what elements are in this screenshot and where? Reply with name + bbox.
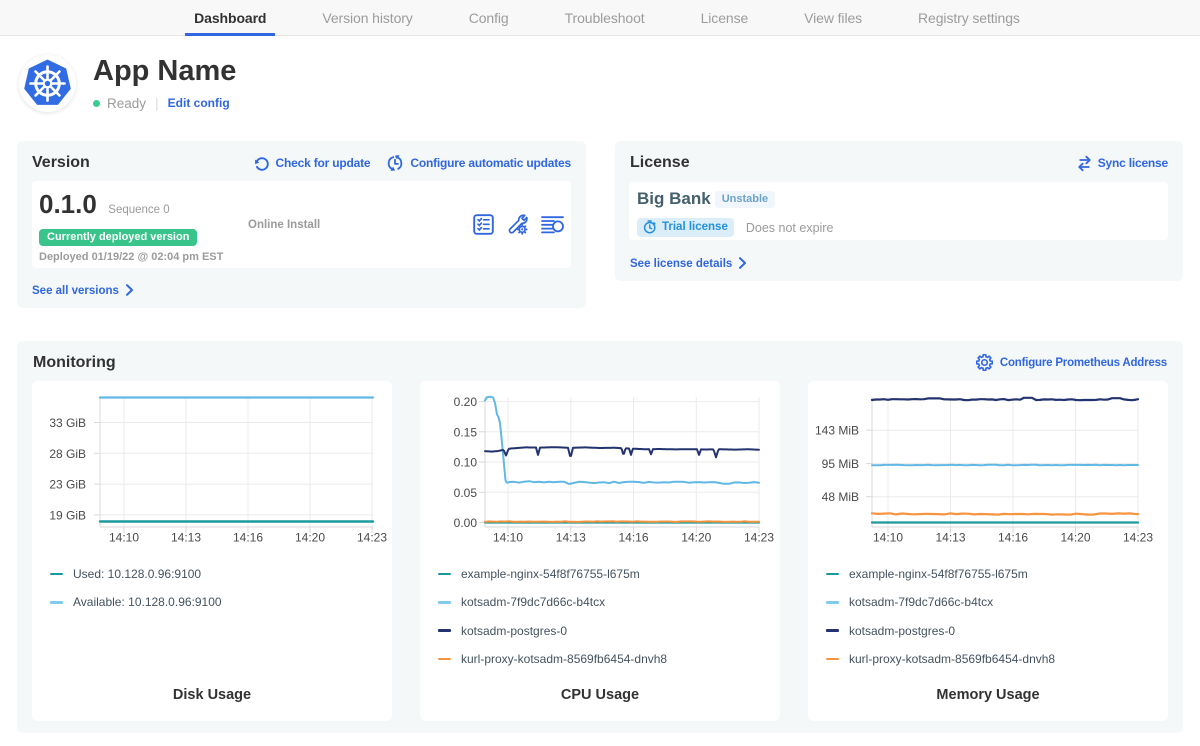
svg-text:14:13: 14:13 bbox=[935, 531, 965, 545]
svg-text:14:10: 14:10 bbox=[109, 531, 139, 545]
svg-text:0.05: 0.05 bbox=[454, 486, 478, 500]
svg-text:14:23: 14:23 bbox=[357, 531, 387, 545]
svg-text:14:20: 14:20 bbox=[295, 531, 325, 545]
svg-text:14:13: 14:13 bbox=[171, 531, 201, 545]
svg-text:14:23: 14:23 bbox=[744, 531, 774, 545]
svg-text:19 GiB: 19 GiB bbox=[49, 508, 86, 522]
svg-text:0.00: 0.00 bbox=[454, 516, 478, 530]
svg-text:14:16: 14:16 bbox=[998, 531, 1028, 545]
svg-text:143 MiB: 143 MiB bbox=[815, 424, 859, 438]
svg-text:14:16: 14:16 bbox=[618, 531, 648, 545]
svg-text:28 GiB: 28 GiB bbox=[49, 447, 86, 461]
svg-text:0.10: 0.10 bbox=[454, 456, 478, 470]
svg-text:14:16: 14:16 bbox=[233, 531, 263, 545]
svg-text:0.20: 0.20 bbox=[454, 395, 478, 409]
svg-text:14:10: 14:10 bbox=[493, 531, 523, 545]
svg-text:14:10: 14:10 bbox=[873, 531, 903, 545]
svg-text:14:13: 14:13 bbox=[556, 531, 586, 545]
svg-text:23 GiB: 23 GiB bbox=[49, 478, 86, 492]
svg-text:14:20: 14:20 bbox=[1060, 531, 1090, 545]
svg-text:14:20: 14:20 bbox=[681, 531, 711, 545]
svg-text:14:23: 14:23 bbox=[1123, 531, 1153, 545]
svg-text:0.15: 0.15 bbox=[454, 425, 478, 439]
svg-text:33 GiB: 33 GiB bbox=[49, 416, 86, 430]
svg-text:48 MiB: 48 MiB bbox=[822, 490, 859, 504]
svg-text:95 MiB: 95 MiB bbox=[822, 457, 859, 471]
